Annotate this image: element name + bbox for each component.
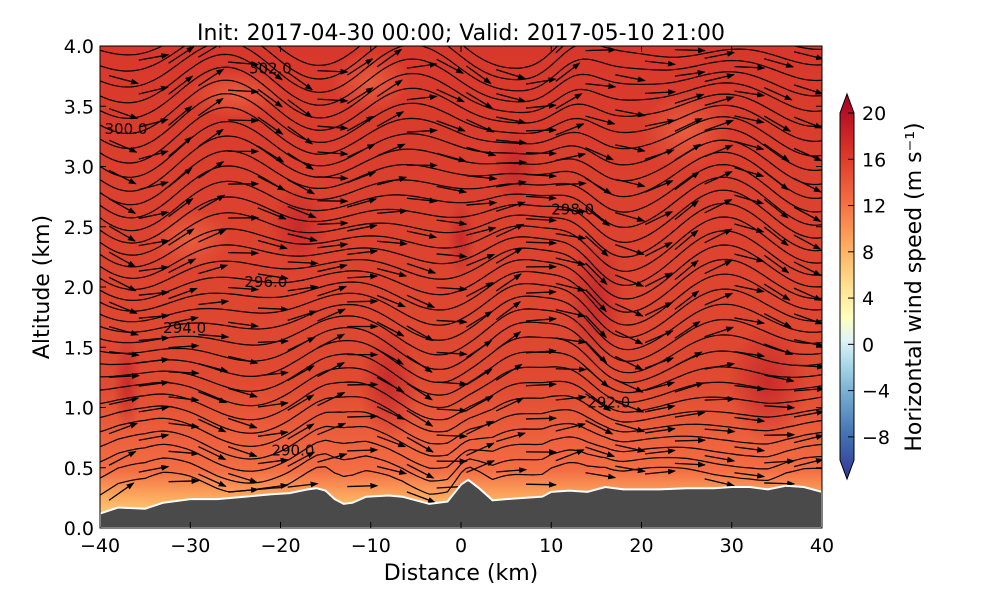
contour-label: 296.0 — [244, 273, 287, 291]
wind-arrow — [526, 418, 556, 419]
contour-label: 292.0 — [587, 394, 630, 412]
wind-arrow — [526, 484, 556, 485]
x-tick-label: −30 — [170, 535, 210, 557]
y-tick-label: 0.0 — [64, 518, 94, 540]
y-tick-label: 3.0 — [64, 157, 94, 179]
colorbar-tick-label: 12 — [862, 196, 886, 218]
colorbar-tick-label: 8 — [862, 242, 874, 264]
shading-blob — [150, 209, 230, 269]
x-axis-label: Distance (km) — [384, 561, 539, 586]
y-tick-label: 4.0 — [64, 36, 94, 58]
x-tick-label: 40 — [810, 535, 834, 557]
contour-label: 302.0 — [249, 60, 292, 78]
wind-arrow — [228, 120, 258, 121]
wind-arrow — [228, 253, 258, 254]
colorbar: 20 16 12 8 4 0 −4 −8 Horizontal wind speed (m s… — [840, 94, 927, 479]
shading-blob — [447, 199, 475, 279]
x-tick-label: 10 — [539, 535, 563, 557]
y-tick-label: 2.0 — [64, 277, 94, 299]
contour-label: 300.0 — [105, 120, 148, 138]
wind-arrow — [347, 301, 377, 302]
y-tick-label: 1.0 — [64, 398, 94, 420]
colorbar-tick-label: 20 — [862, 103, 886, 125]
colorbar-label: Horizontal wind speed (m s⁻¹) — [902, 122, 927, 451]
colorbar-tick-label: 16 — [862, 149, 886, 171]
shading-blob — [113, 333, 141, 433]
y-tick-label: 1.5 — [64, 337, 94, 359]
y-tick-label: 0.5 — [64, 458, 94, 480]
wind-arrow — [526, 153, 556, 154]
wind-arrow — [169, 481, 199, 482]
shading-blob — [642, 90, 732, 170]
contour-label: 290.0 — [271, 442, 314, 460]
colorbar-tick-label: 4 — [862, 288, 874, 310]
x-tick-label: 30 — [720, 535, 744, 557]
wind-arrow — [675, 440, 705, 441]
colorbar-tick-label: −4 — [862, 381, 890, 403]
x-tick-label: −20 — [260, 535, 300, 557]
x-tick-label: 0 — [455, 535, 467, 557]
wind-arrow — [496, 162, 526, 163]
contour-label: 294.0 — [163, 319, 206, 337]
wind-arrow — [526, 242, 556, 243]
x-tick-label: −10 — [351, 535, 391, 557]
y-axis-label: Altitude (km) — [30, 215, 55, 359]
colorbar-bar — [840, 94, 854, 479]
colorbar-tick-label: −8 — [862, 427, 890, 449]
chart-title: Init: 2017-04-30 00:00; Valid: 2017-05-1… — [197, 21, 725, 46]
contour-label: 298.0 — [551, 201, 594, 219]
colorbar-tick-label: 0 — [862, 334, 874, 356]
plot-area: 302.0 300.0 298.0 296.0 294.0 292.0 290.0 — [100, 17, 824, 528]
y-tick-label: 3.5 — [64, 96, 94, 118]
wind-arrow — [526, 130, 556, 131]
wind-arrow — [556, 369, 586, 370]
x-tick-label: 20 — [629, 535, 653, 557]
wind-arrow — [347, 416, 377, 417]
wind-arrow — [764, 435, 794, 436]
y-tick-label: 2.5 — [64, 217, 94, 239]
